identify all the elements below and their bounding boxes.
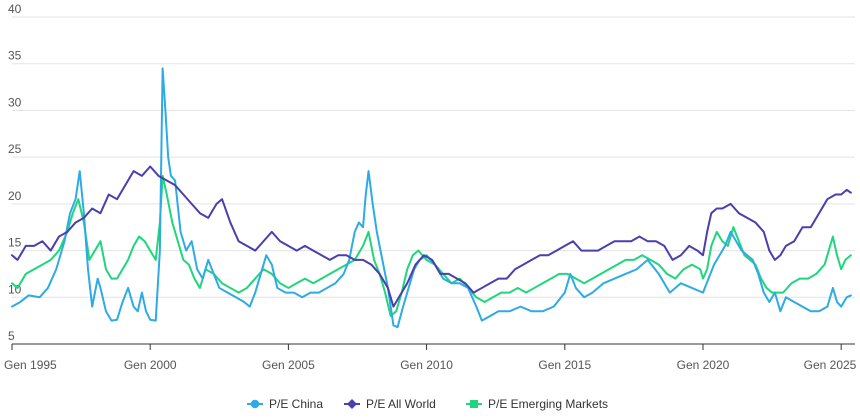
legend-label: P/E China — [269, 397, 323, 411]
legend-diamond-marker — [347, 399, 357, 409]
y-tick-label: 20 — [8, 189, 22, 203]
x-tick-label: Gen 1995 — [4, 358, 57, 372]
legend-item-p-e-china[interactable]: P/E China — [247, 397, 323, 411]
x-tick-label: Gen 2010 — [400, 358, 453, 372]
x-tick-label: Gen 2015 — [538, 358, 591, 372]
x-tick-label: Gen 2025 — [804, 358, 857, 372]
legend-label: P/E Emerging Markets — [488, 397, 608, 411]
legend-dot-marker — [250, 399, 260, 409]
x-tick-label: Gen 2000 — [124, 358, 177, 372]
x-tick-label: Gen 2020 — [677, 358, 730, 372]
y-tick-label: 40 — [8, 2, 22, 16]
y-tick-label: 5 — [8, 329, 15, 343]
y-tick-label: 15 — [8, 236, 22, 250]
x-tick-label: Gen 2005 — [262, 358, 315, 372]
legend-item-p-e-all-world[interactable]: P/E All World — [344, 397, 436, 411]
series-line-p-e-all-world — [11, 165, 852, 308]
legend-item-p-e-emerging-markets[interactable]: P/E Emerging Markets — [466, 397, 608, 411]
x-axis: Gen 1995 Gen 2000 Gen 2005 Gen 2010 Gen 2015… — [4, 343, 857, 372]
y-tick-label: 35 — [8, 49, 22, 63]
legend[interactable]: P/E China P/E All World P/E Emerging Marke… — [247, 397, 608, 411]
grid-layer — [12, 16, 855, 298]
series-line-p-e-china — [11, 67, 852, 329]
legend-label: P/E All World — [366, 397, 436, 411]
series-layer — [11, 67, 852, 329]
legend-square-marker — [470, 400, 478, 408]
y-tick-label: 30 — [8, 95, 22, 109]
y-tick-label: 25 — [8, 142, 22, 156]
